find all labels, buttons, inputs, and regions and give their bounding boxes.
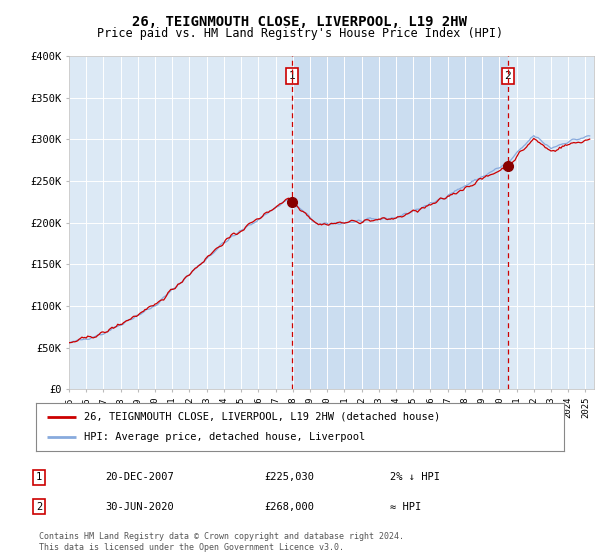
Text: 1: 1 xyxy=(289,71,296,81)
Text: ≈ HPI: ≈ HPI xyxy=(390,502,421,512)
Text: £268,000: £268,000 xyxy=(264,502,314,512)
Text: 30-JUN-2020: 30-JUN-2020 xyxy=(105,502,174,512)
Text: Contains HM Land Registry data © Crown copyright and database right 2024.
This d: Contains HM Land Registry data © Crown c… xyxy=(39,533,404,552)
Text: 1: 1 xyxy=(36,472,42,482)
Text: HPI: Average price, detached house, Liverpool: HPI: Average price, detached house, Live… xyxy=(83,432,365,442)
Bar xyxy=(292,56,508,389)
Text: 26, TEIGNMOUTH CLOSE, LIVERPOOL, L19 2HW (detached house): 26, TEIGNMOUTH CLOSE, LIVERPOOL, L19 2HW… xyxy=(83,412,440,422)
Text: Price paid vs. HM Land Registry's House Price Index (HPI): Price paid vs. HM Land Registry's House … xyxy=(97,27,503,40)
Text: 2% ↓ HPI: 2% ↓ HPI xyxy=(390,472,440,482)
Text: 2: 2 xyxy=(505,71,511,81)
Text: £225,030: £225,030 xyxy=(264,472,314,482)
Text: 20-DEC-2007: 20-DEC-2007 xyxy=(105,472,174,482)
Text: 26, TEIGNMOUTH CLOSE, LIVERPOOL, L19 2HW: 26, TEIGNMOUTH CLOSE, LIVERPOOL, L19 2HW xyxy=(133,15,467,29)
Text: 2: 2 xyxy=(36,502,42,512)
